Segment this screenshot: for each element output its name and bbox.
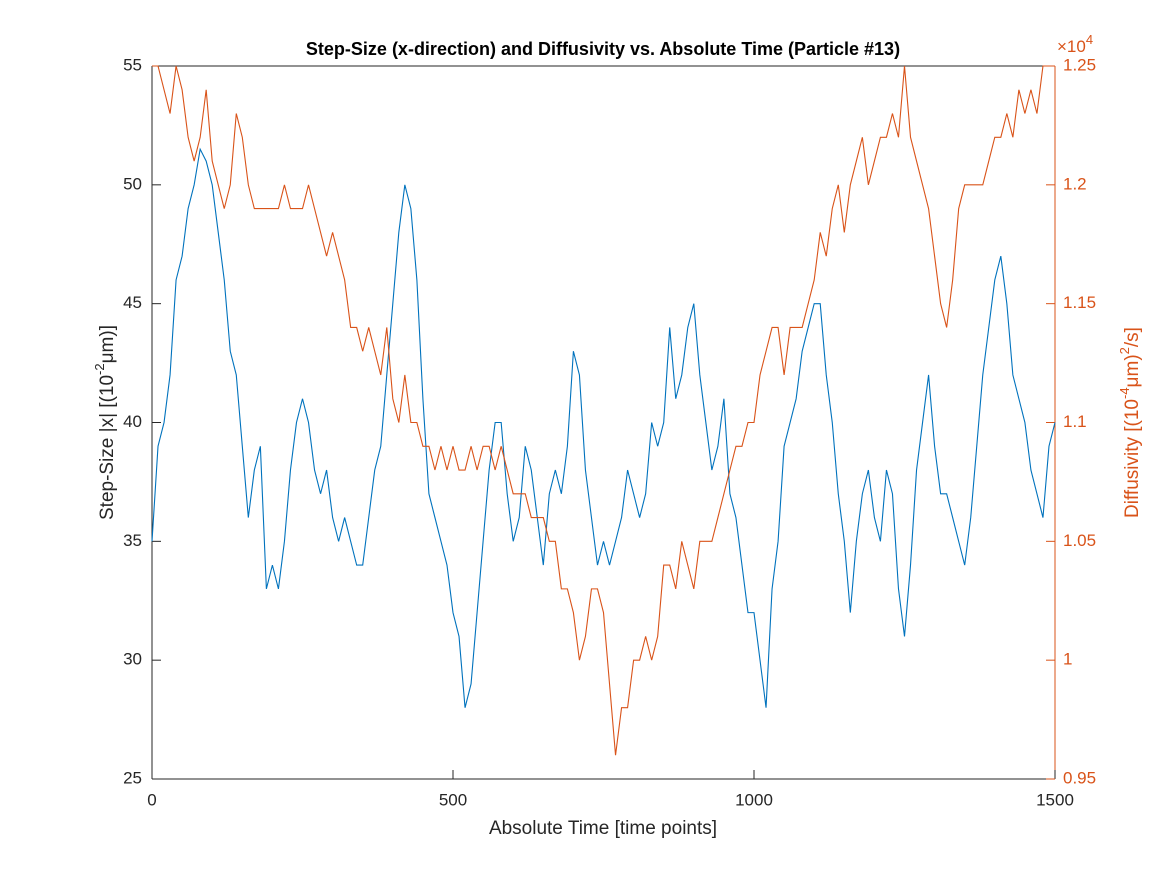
y2-axis-label-part: /s]	[1122, 327, 1143, 347]
series-line	[152, 65, 1055, 756]
y2-tick-label: 1.1	[1063, 412, 1087, 431]
chart-title: Step-Size (x-direction) and Diffusivity …	[306, 39, 900, 59]
y2-tick-label: 1.05	[1063, 531, 1096, 550]
y-axis-label-part: -2	[92, 363, 107, 375]
x-axis-label: Absolute Time [time points]	[489, 818, 717, 839]
y-tick-label: 50	[123, 174, 142, 193]
y-axis-label-part: Step-Size |x| [(10	[97, 375, 118, 520]
y2-multiplier: ×104	[1057, 32, 1093, 57]
x-tick-label: 1000	[735, 790, 773, 809]
y2-tick-label: 1	[1063, 650, 1072, 669]
y2-multiplier-part: ×10	[1057, 37, 1086, 56]
y-tick-label: 25	[123, 768, 142, 787]
y-tick-label: 40	[123, 412, 142, 431]
y2-axis-label-part: μm)	[1122, 354, 1143, 387]
y2-axis-label-part: Diffusivity [(10	[1122, 399, 1143, 518]
y2-axis-label-part: 2	[1117, 347, 1132, 354]
x-tick-label: 500	[439, 790, 467, 809]
y-tick-label: 35	[123, 531, 142, 550]
y-axis-label-part: μm)]	[97, 325, 118, 363]
y-tick-label: 30	[123, 650, 142, 669]
y2-multiplier-part: 4	[1086, 32, 1093, 47]
y2-axis-label-part: -4	[1117, 387, 1132, 399]
y2-tick-label: 1.2	[1063, 174, 1087, 193]
series-line	[151, 147, 1056, 708]
y2-axis-label: Diffusivity [(10-4μm)2/s]	[1117, 327, 1143, 518]
y-tick-label: 55	[123, 55, 142, 74]
y2-tick-label: 1.25	[1063, 55, 1096, 74]
y-tick-label: 45	[123, 293, 142, 312]
x-tick-label: 0	[147, 790, 156, 809]
y2-tick-label: 1.15	[1063, 293, 1096, 312]
y-axis-label: Step-Size |x| [(10-2μm)]	[92, 325, 118, 520]
y2-tick-label: 0.95	[1063, 768, 1096, 787]
x-tick-label: 1500	[1036, 790, 1074, 809]
